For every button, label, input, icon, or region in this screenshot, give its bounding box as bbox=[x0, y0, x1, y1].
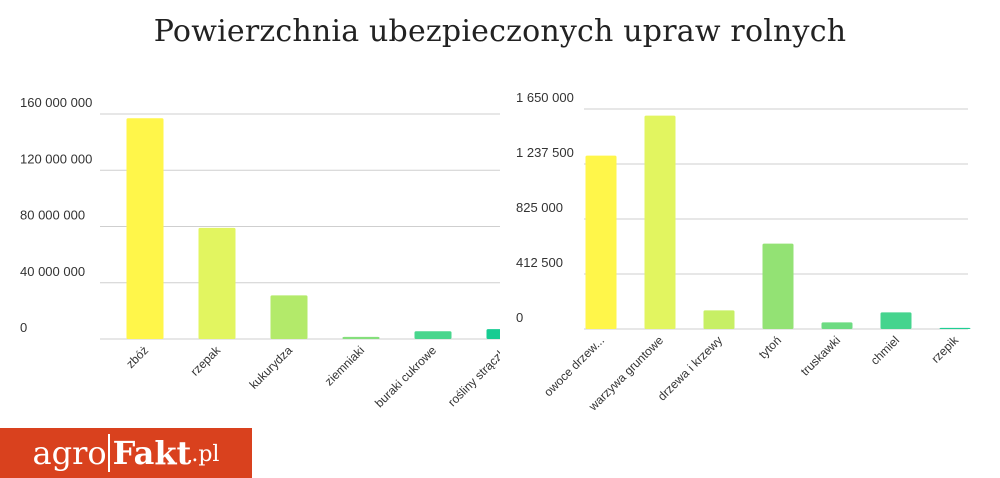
chart-right: 0 412 500 825 000 1 237 500 1 650 000 owoce d… bbox=[516, 90, 971, 414]
category-label: rzepik bbox=[929, 333, 962, 366]
bar bbox=[821, 322, 853, 329]
bar bbox=[198, 227, 236, 339]
bar bbox=[126, 118, 164, 339]
bar bbox=[939, 327, 971, 329]
y-tick-label: 825 000 bbox=[516, 200, 563, 215]
logo-text-agro: agro bbox=[32, 434, 107, 472]
logo-text-fakt: Fakt bbox=[107, 434, 191, 472]
y-tick-label: 160 000 000 bbox=[20, 95, 92, 110]
y-tick-label: 120 000 000 bbox=[20, 151, 92, 166]
bar bbox=[762, 243, 794, 329]
y-tick-label: 1 237 500 bbox=[516, 145, 574, 160]
y-tick-label: 40 000 000 bbox=[20, 264, 85, 279]
logo-text-pl: .pl bbox=[191, 442, 220, 467]
bar bbox=[270, 295, 308, 339]
category-label: owoce drzew... bbox=[541, 333, 607, 399]
bar bbox=[644, 115, 676, 330]
chart-left: 0 40 000 000 80 000 000 120 000 000 160 000 … bbox=[20, 95, 500, 410]
bar bbox=[880, 312, 912, 329]
bar bbox=[342, 336, 380, 339]
y-tick-label: 0 bbox=[20, 320, 27, 335]
y-tick-label: 1 650 000 bbox=[516, 90, 574, 105]
page-title: Powierzchnia ubezpieczonych upraw rolnyc… bbox=[153, 14, 847, 49]
agrofakt-logo[interactable]: agro Fakt .pl bbox=[0, 428, 252, 478]
bar bbox=[585, 155, 617, 329]
y-tick-label: 80 000 000 bbox=[20, 208, 85, 223]
category-label: truskawki bbox=[798, 333, 843, 378]
y-tick-label: 0 bbox=[516, 310, 523, 325]
category-label: tytoń bbox=[756, 333, 784, 361]
category-label: chmiel bbox=[868, 333, 902, 367]
bar bbox=[703, 310, 735, 329]
y-tick-label: 412 500 bbox=[516, 255, 563, 270]
bar bbox=[414, 331, 452, 339]
bar bbox=[486, 329, 500, 339]
